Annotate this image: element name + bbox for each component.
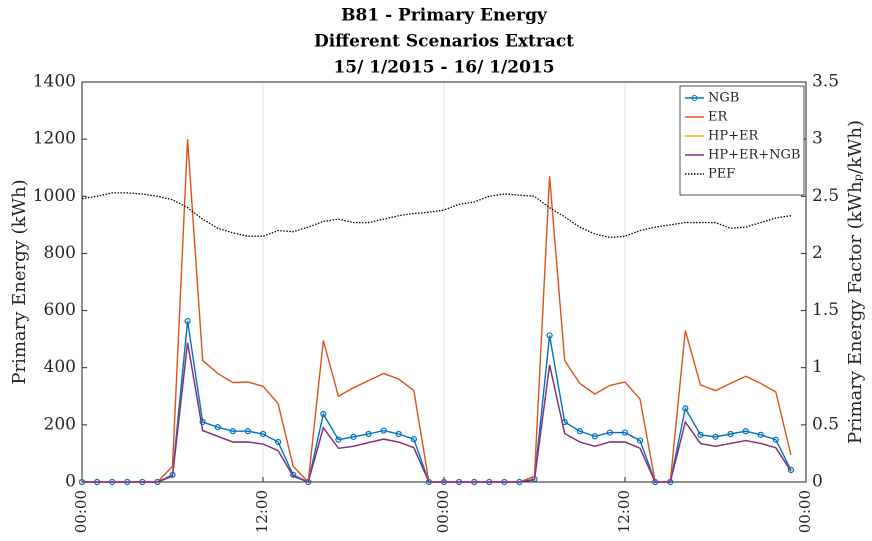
point [682,405,689,412]
point [712,433,719,440]
y2-tick-label: 3 [812,129,823,149]
point [742,428,749,435]
y-tick-label: 800 [44,243,76,263]
x-tick-label: 12:00 [615,490,633,533]
x-tick-label: 12:00 [253,490,271,533]
point [727,430,734,438]
point [697,431,704,438]
point [621,429,629,436]
chart-title: Different Scenarios Extract [314,32,574,52]
point [772,436,779,443]
legend-label: ER [708,110,728,125]
point [274,438,282,446]
point [199,418,206,426]
y2-tick-label: 3.5 [812,72,839,92]
point [320,410,327,418]
y-tick-label: 1000 [33,186,76,206]
point [365,430,372,438]
legend-label: PEF [708,167,735,182]
point [259,430,267,438]
legend-label: HP+ER [708,129,759,144]
y2-tick-label: 0 [812,472,823,492]
point [335,436,342,443]
point [350,433,357,440]
point [214,424,221,431]
y2-tick-label: 1.5 [812,300,839,320]
chart-title: 15/ 1/2015 - 16/ 1/2015 [333,58,554,78]
y2-tick-label: 0.5 [812,414,839,434]
point [591,433,598,440]
y2-tick-label: 1 [812,357,823,377]
y-tick-label: 1400 [33,72,76,92]
y-tick-label: 0 [65,472,76,492]
x-tick-label: 00:00 [434,490,452,533]
y-tick-label: 600 [44,300,76,320]
legend: NGB ER HP+ER HP+ER+NGB PEF [679,85,805,196]
y-axis-label: Primary Energy (kWh) [9,179,30,384]
point [229,428,236,435]
y-tick-label: 1200 [33,129,76,149]
y2-tick-label: 2.5 [812,186,839,206]
legend-label: NGB [708,91,739,106]
point [576,428,583,435]
point [380,427,387,434]
point [395,430,402,438]
legend-marker [691,95,698,101]
y2-tick-label: 2 [812,243,823,263]
x-tick-label: 00:00 [72,490,90,533]
y2-axis-label: Primary Energy Factor (kWhₚ/kWh) [845,120,866,444]
point [636,437,644,444]
legend-label: HP+ER+NGB [708,148,800,163]
legend-box [679,85,805,196]
point [244,428,252,435]
point [184,318,191,325]
series-line [81,192,792,239]
y-tick-label: 400 [44,357,76,377]
point [546,332,553,339]
point [410,436,417,443]
y-tick-label: 200 [44,414,76,434]
point [606,429,614,436]
x-tick-label: 00:00 [796,490,814,533]
point [787,466,795,474]
series-line [82,342,792,483]
chart-title: B81 - Primary Energy [341,6,548,26]
point [757,431,764,438]
point [290,471,297,478]
